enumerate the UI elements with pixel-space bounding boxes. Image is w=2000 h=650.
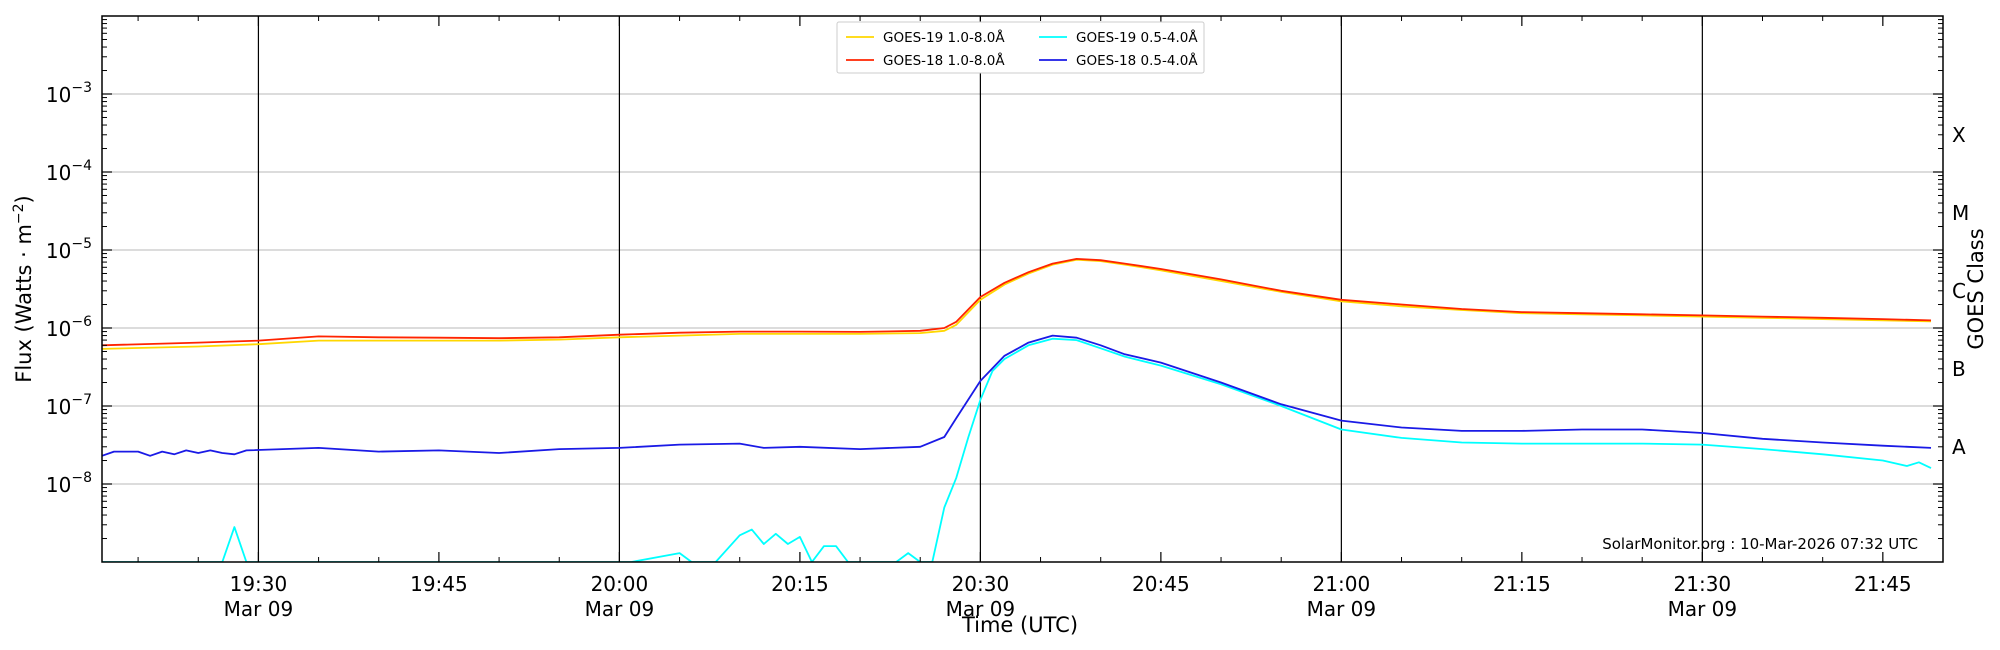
x-tick-label: 21:45 (1854, 572, 1912, 596)
y-axis-ticks: 10−3 10−4 10−5 10−6 10−7 10−8 (46, 19, 1943, 540)
y-tick-label: 10−8 (46, 470, 92, 497)
goes-class-label: A (1952, 435, 1966, 459)
x-tick-label: 20:30 (952, 572, 1010, 596)
x-tick-label: 20:15 (771, 572, 829, 596)
y-tick-label: 10−4 (46, 158, 92, 185)
goes-class-label: B (1952, 357, 1966, 381)
x-tick-date-label: Mar 09 (1668, 597, 1738, 621)
plot-frame (101, 15, 1944, 563)
series-line (102, 258, 1932, 347)
legend-box (836, 21, 1205, 74)
x-tick-label: 19:30 (230, 572, 288, 596)
x-axis-label: Time (UTC) (961, 613, 1078, 637)
right-axis-label: GOES Class (1964, 228, 1988, 349)
x-tick-date-label: Mar 09 (585, 597, 655, 621)
legend-label: GOES-19 1.0-8.0Å (883, 29, 1005, 46)
y-tick-label: 10−6 (46, 314, 92, 341)
legend-label: GOES-19 0.5-4.0Å (1076, 29, 1198, 46)
x-tick-date-label: Mar 09 (1307, 597, 1377, 621)
x-tick-date-label: Mar 09 (946, 597, 1016, 621)
grid-lines (102, 93, 1943, 485)
series-line (102, 258, 1932, 350)
credit-text: SolarMonitor.org : 10-Mar-2026 07:32 UTC (1602, 535, 1918, 553)
y-tick-label: 10−3 (46, 80, 92, 107)
goes-class-label: M (1952, 201, 1969, 225)
legend-label: GOES-18 1.0-8.0Å (883, 52, 1005, 69)
y-tick-label: 10−5 (46, 236, 92, 263)
vertical-hour-lines (257, 16, 1703, 562)
x-tick-label: 20:00 (591, 572, 649, 596)
x-tick-label: 20:45 (1132, 572, 1190, 596)
series-lines (102, 258, 1932, 562)
legend: GOES-19 1.0-8.0Å GOES-18 1.0-8.0Å GOES-19 … (836, 21, 1205, 74)
goes-class-label: X (1952, 123, 1966, 147)
goes-class-labels: X M C B A (1952, 123, 1969, 459)
goes-class-label: C (1952, 279, 1966, 303)
x-tick-label: 21:30 (1674, 572, 1732, 596)
series-line (102, 334, 1932, 457)
x-tick-label: 21:00 (1313, 572, 1371, 596)
series-line (102, 337, 1932, 562)
y-tick-label: 10−7 (46, 392, 92, 419)
x-tick-label: 21:15 (1493, 572, 1551, 596)
legend-label: GOES-18 0.5-4.0Å (1076, 52, 1198, 69)
x-tick-label: 19:45 (410, 572, 468, 596)
x-tick-date-label: Mar 09 (224, 597, 294, 621)
y-axis-label: Flux (Watts · m−2) (11, 195, 36, 383)
